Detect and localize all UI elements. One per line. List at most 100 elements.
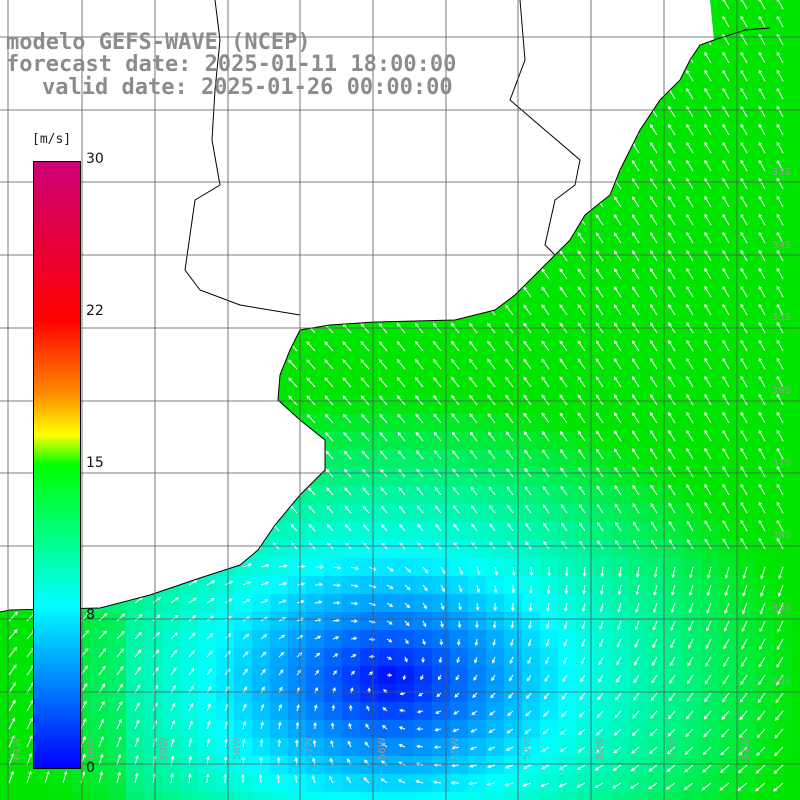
field-cell [450, 324, 469, 343]
wind-arrow-head [776, 519, 781, 524]
field-cell [612, 360, 631, 379]
wind-arrow-head [596, 485, 600, 490]
wind-arrow [469, 377, 478, 388]
wind-arrow [578, 486, 586, 496]
wind-arrow [613, 394, 622, 406]
wind-arrow-head [613, 376, 618, 381]
field-cell [774, 504, 793, 523]
wind-arrow-head [722, 321, 726, 326]
wind-arrow [600, 602, 604, 612]
wind-arrow [686, 196, 694, 208]
field-cell [792, 270, 800, 289]
wind-arrow-head [423, 605, 427, 610]
wind-arrow [360, 341, 370, 352]
field-cell [702, 90, 721, 109]
field-cell [432, 324, 451, 343]
field-cell [486, 720, 505, 739]
wind-arrow-head [614, 466, 618, 471]
field-cell [612, 288, 631, 307]
wind-arrow-head [776, 429, 781, 434]
wind-arrow [452, 450, 460, 460]
wind-arrow-head [476, 571, 481, 576]
wind-arrow [350, 584, 358, 587]
wind-arrow [776, 430, 784, 442]
field-cell [666, 432, 685, 451]
wind-arrow [740, 412, 748, 424]
field-cell [504, 324, 523, 343]
field-cell [468, 540, 487, 559]
field-cell [792, 252, 800, 271]
wind-arrow-head [415, 450, 420, 455]
field-cell [522, 792, 541, 800]
field-cell [234, 702, 253, 721]
wind-arrow-head [290, 542, 295, 547]
wind-arrow-head [760, 575, 764, 580]
wind-arrow-head [360, 377, 365, 381]
wind-arrow [613, 232, 622, 244]
field-cell [630, 486, 649, 505]
wind-arrow-head [528, 607, 533, 612]
wind-arrow-head [686, 195, 690, 200]
wind-arrow-head [740, 231, 744, 236]
wind-arrow [668, 196, 676, 208]
wind-arrow-head [686, 321, 690, 326]
field-cell [486, 360, 505, 379]
wind-arrow [613, 196, 622, 208]
field-cell [522, 396, 541, 415]
wind-arrow [704, 376, 712, 388]
field-cell [666, 756, 685, 775]
wind-arrow [397, 413, 406, 424]
wind-arrow-head [686, 339, 690, 344]
field-cell [702, 144, 721, 163]
wind-arrow-head [595, 286, 600, 291]
wind-arrow [632, 160, 640, 172]
wind-arrow [704, 539, 712, 550]
field-cell [648, 756, 667, 775]
wind-arrow [578, 449, 586, 460]
wind-arrow [559, 358, 568, 370]
field-cell [288, 666, 307, 685]
wind-arrow-head [344, 487, 348, 492]
wind-arrow [632, 448, 640, 460]
field-cell [792, 90, 800, 109]
field-cell [774, 324, 793, 343]
wind-arrow [469, 395, 478, 406]
wind-arrow-head [524, 504, 529, 509]
wind-arrow [343, 414, 352, 424]
wind-arrow [671, 584, 676, 595]
wind-arrow [704, 52, 712, 64]
field-cell [468, 486, 487, 505]
wind-arrow [758, 268, 766, 280]
field-cell [108, 702, 127, 721]
wind-arrow-head [424, 587, 428, 592]
wind-arrow [541, 413, 550, 424]
wind-arrow-head [776, 213, 781, 218]
wind-arrow [722, 286, 730, 298]
wind-arrow [398, 450, 406, 460]
field-cell [666, 270, 685, 289]
wind-arrow [433, 395, 442, 406]
field-cell [378, 396, 397, 415]
field-cell [666, 468, 685, 487]
field-cell [252, 792, 271, 800]
wind-arrow-head [488, 504, 493, 509]
wind-arrow-head [453, 523, 457, 528]
field-cell [684, 162, 703, 181]
wind-arrow-head [668, 195, 672, 200]
field-cell [738, 18, 757, 37]
wind-arrow [487, 341, 496, 352]
wind-arrow [650, 232, 658, 244]
field-cell [648, 270, 667, 289]
field-cell [720, 486, 739, 505]
wind-arrow [386, 566, 394, 572]
field-cell [630, 468, 649, 487]
wind-arrow-head [668, 411, 672, 416]
field-cell [756, 342, 775, 361]
wind-arrow-head [354, 601, 359, 606]
wind-arrow-head [650, 520, 655, 525]
field-cell [396, 792, 415, 800]
wind-arrow [618, 584, 622, 595]
field-cell [198, 756, 217, 775]
field-cell [756, 288, 775, 307]
wind-arrow-head [668, 429, 672, 434]
